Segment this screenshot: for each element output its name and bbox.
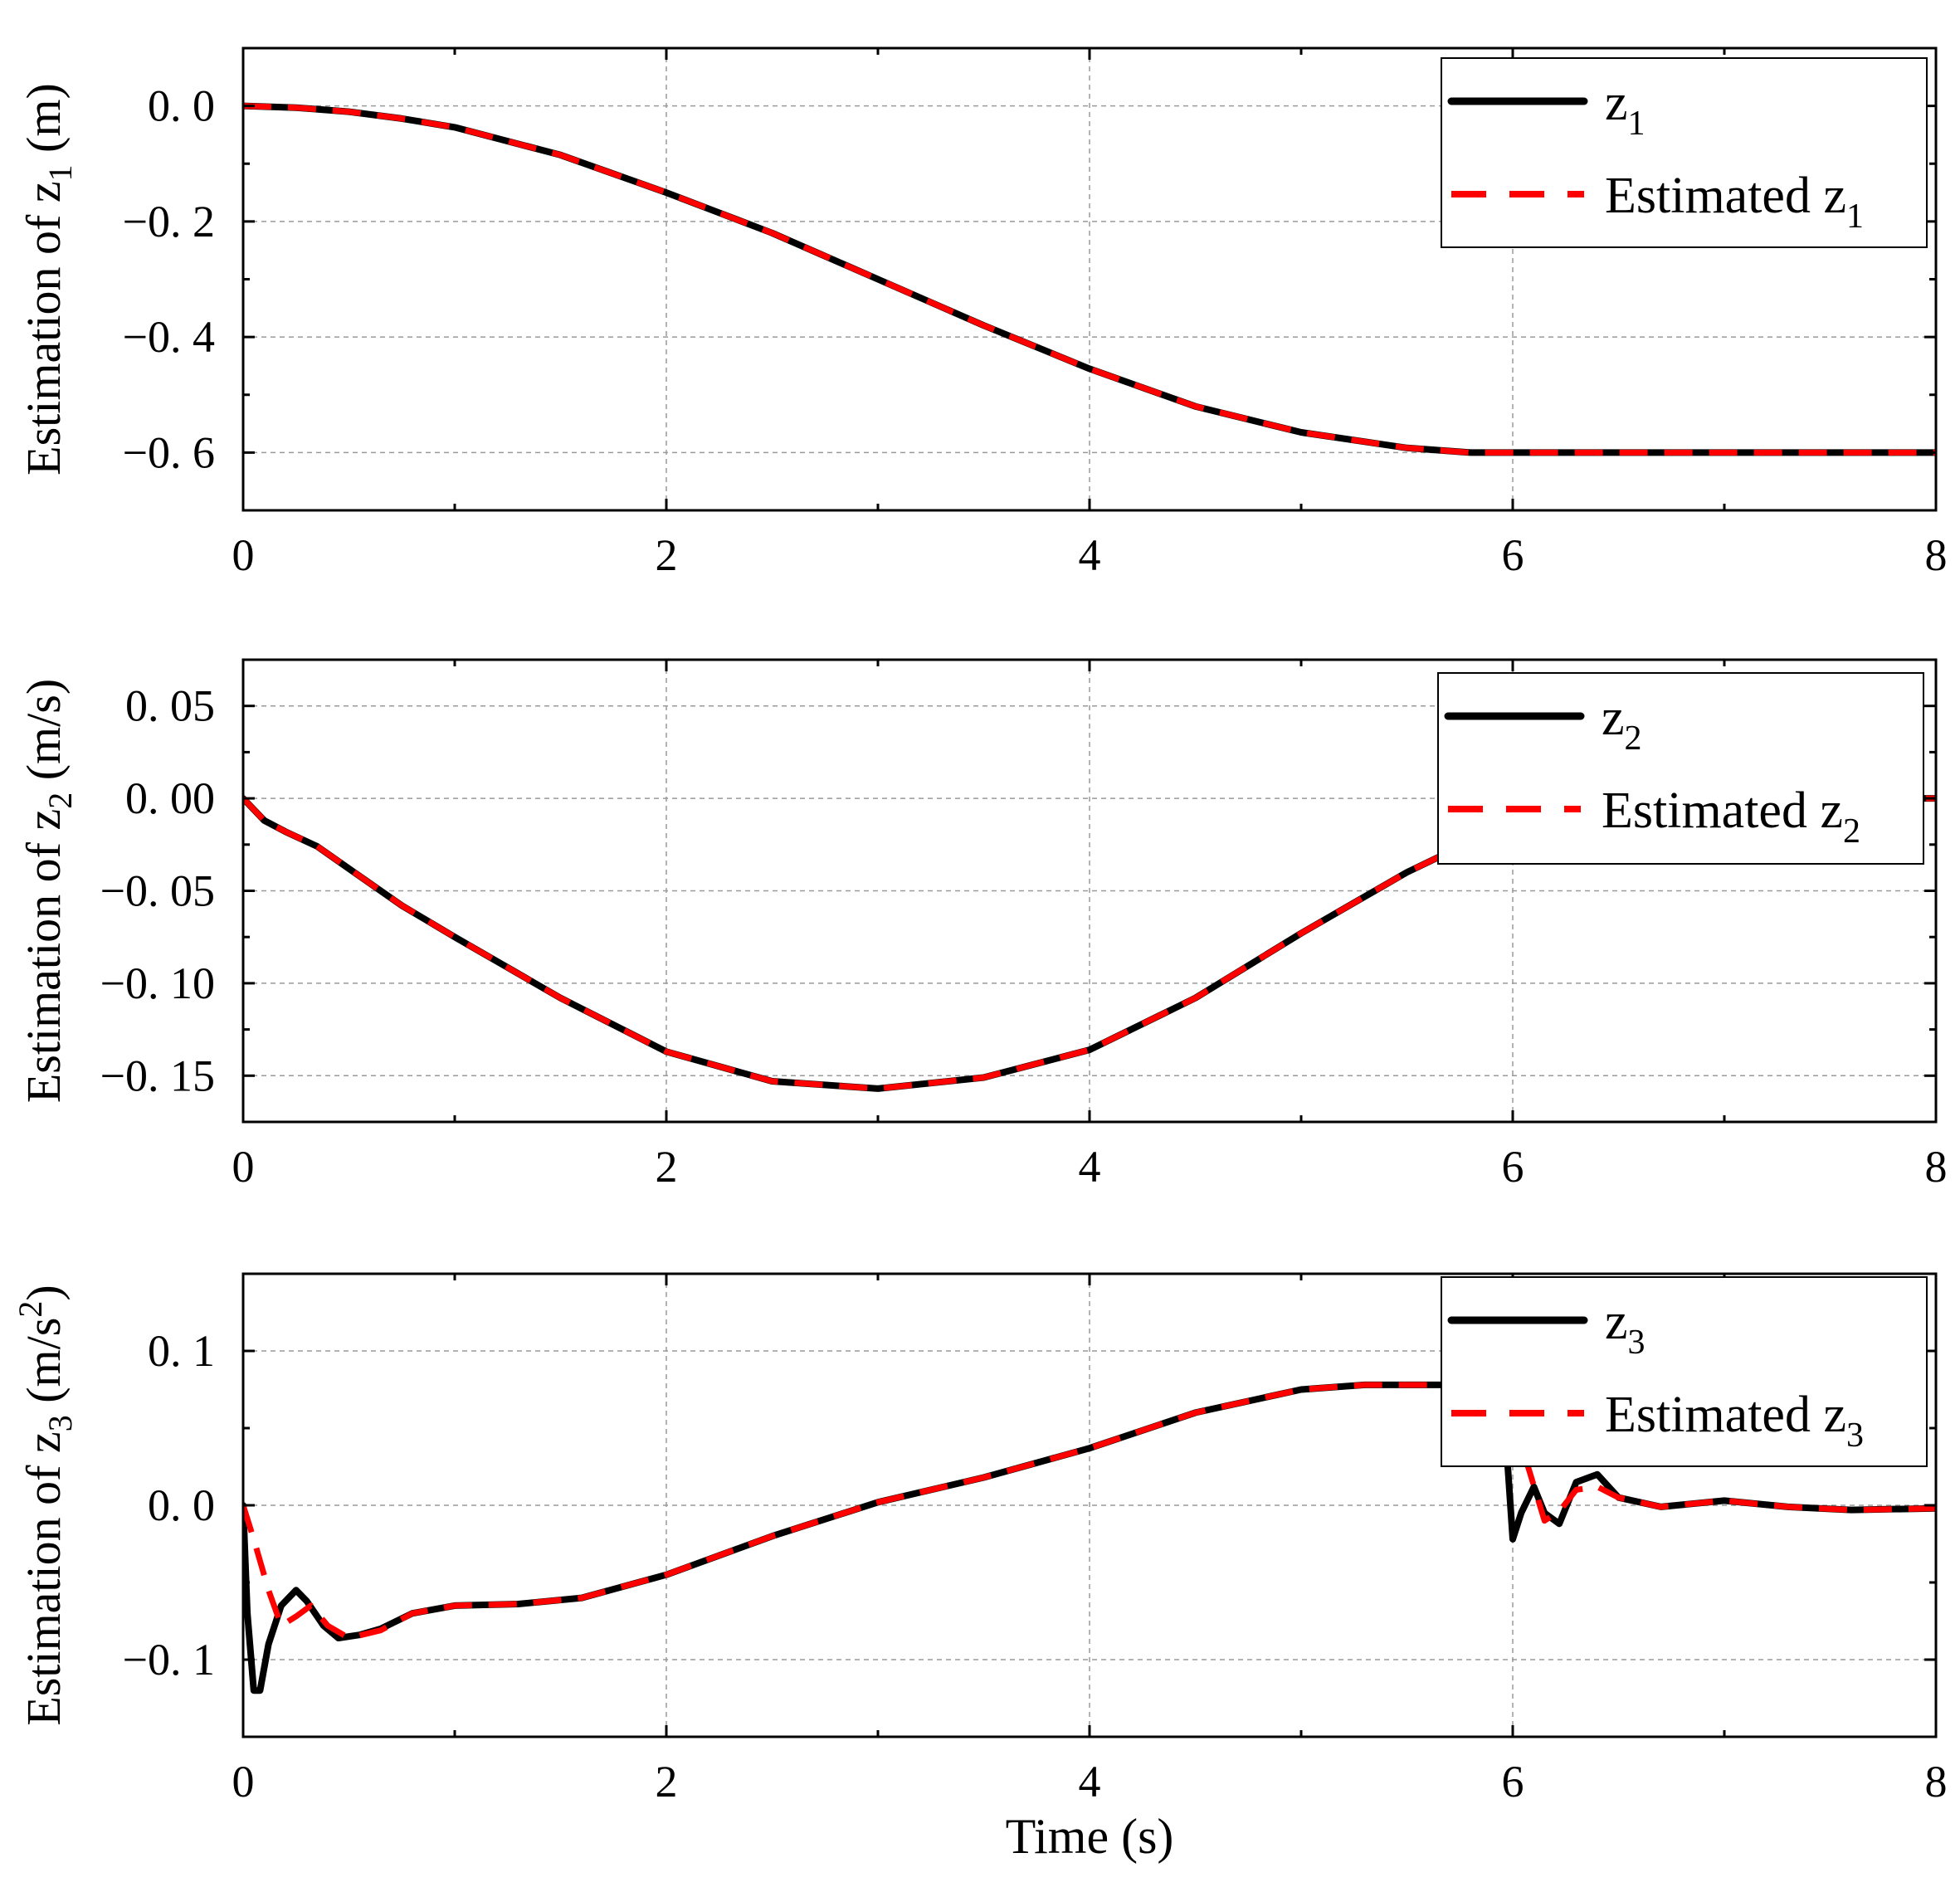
series-line-2	[243, 1382, 1936, 1641]
legend-label-1: z2	[1602, 690, 1642, 758]
legend-label-sub: 1	[1846, 197, 1864, 236]
y-tick-label-2: −0. 05	[100, 866, 215, 916]
x-axis-label: Time (s)	[1006, 1809, 1174, 1864]
y-axis-label-sub: 3	[41, 1415, 79, 1431]
y-axis-label-main: Estimation of z	[17, 181, 71, 475]
y-tick-label-3: −0. 10	[100, 958, 215, 1008]
legend-label-sub: 3	[1846, 1416, 1864, 1455]
x-tick-label-2: 4	[1079, 1757, 1101, 1807]
x-tick-label-1: 2	[656, 1757, 678, 1807]
legend-label-1: z3	[1605, 1294, 1646, 1362]
y-axis-label: Estimation of z3 (m/s2)	[12, 1285, 79, 1725]
x-tick-label-0: 0	[232, 1142, 255, 1192]
y-axis-label-sub: 2	[41, 792, 79, 809]
legend-label-main: Estimated z	[1602, 783, 1843, 839]
legend-label-main: z	[1602, 690, 1625, 746]
legend-label-main: z	[1605, 75, 1628, 131]
legend-label-main: Estimated z	[1605, 168, 1846, 224]
legend-label-sub: 1	[1628, 105, 1646, 143]
y-tick-label-0: 0. 05	[125, 681, 215, 731]
chart-panel-2: 0 2 4 6 8 0. 05 0. 00 −0. 05 −0. 10 −0. 15 Estimat…	[17, 658, 1948, 1192]
legend-label-sub: 3	[1628, 1324, 1646, 1362]
legend-box	[1441, 57, 1928, 248]
legend-label-2: Estimated z3	[1605, 1387, 1864, 1455]
x-tick-label-3: 6	[1502, 1142, 1524, 1192]
legend-label-2: Estimated z1	[1605, 168, 1864, 236]
x-tick-label-1: 2	[656, 530, 678, 580]
y-tick-label-0: 0. 0	[148, 81, 215, 131]
legend-label-main: z	[1605, 1294, 1628, 1350]
x-tick-label-0: 0	[232, 530, 255, 580]
y-tick-label-1: −0. 2	[123, 197, 215, 246]
legend-label-sub: 2	[1625, 719, 1642, 758]
x-tick-label-2: 4	[1079, 530, 1101, 580]
y-axis-label-main: Estimation of z	[17, 809, 71, 1103]
x-tick-label-0: 0	[232, 1757, 255, 1807]
y-tick-label-4: −0. 15	[100, 1051, 215, 1100]
y-tick-label-2: −0. 4	[123, 312, 215, 362]
x-tick-label-4: 8	[1925, 1142, 1948, 1192]
y-axis-label-unit: (m/s)	[17, 679, 71, 792]
legend-box	[1441, 1276, 1928, 1467]
y-tick-label-2: −0. 1	[123, 1635, 215, 1685]
x-tick-label-4: 8	[1925, 530, 1948, 580]
x-tick-label-3: 6	[1502, 1757, 1524, 1807]
y-tick-label-3: −0. 6	[123, 427, 215, 477]
y-axis-label: Estimation of z2 (m/s)	[17, 679, 79, 1103]
legend-label-main: Estimated z	[1605, 1387, 1846, 1443]
x-tick-label-3: 6	[1502, 530, 1524, 580]
y-axis-label-sub: 1	[41, 164, 79, 181]
legend-box	[1437, 672, 1924, 865]
y-axis-label-unit: (m)	[17, 83, 71, 164]
y-axis-label: Estimation of z1 (m)	[17, 83, 79, 475]
series-line-2	[243, 795, 1936, 1092]
x-tick-label-4: 8	[1925, 1757, 1948, 1807]
y-tick-label-1: 0. 00	[125, 773, 215, 823]
y-axis-label-close: )	[17, 1285, 71, 1300]
y-axis-label-unit: (m/s	[17, 1318, 71, 1416]
x-tick-label-2: 4	[1079, 1142, 1101, 1192]
x-tick-label-1: 2	[656, 1142, 678, 1192]
y-tick-label-1: 0. 0	[148, 1480, 215, 1530]
series-line-2	[243, 103, 1936, 456]
legend-label-sub: 2	[1843, 812, 1860, 851]
y-axis-label-main: Estimation of z	[17, 1431, 71, 1725]
y-tick-label-0: 0. 1	[148, 1326, 215, 1376]
legend-label-2: Estimated z2	[1602, 783, 1860, 851]
y-axis-label-sup: 2	[12, 1301, 49, 1318]
legend-label-1: z1	[1605, 75, 1646, 143]
